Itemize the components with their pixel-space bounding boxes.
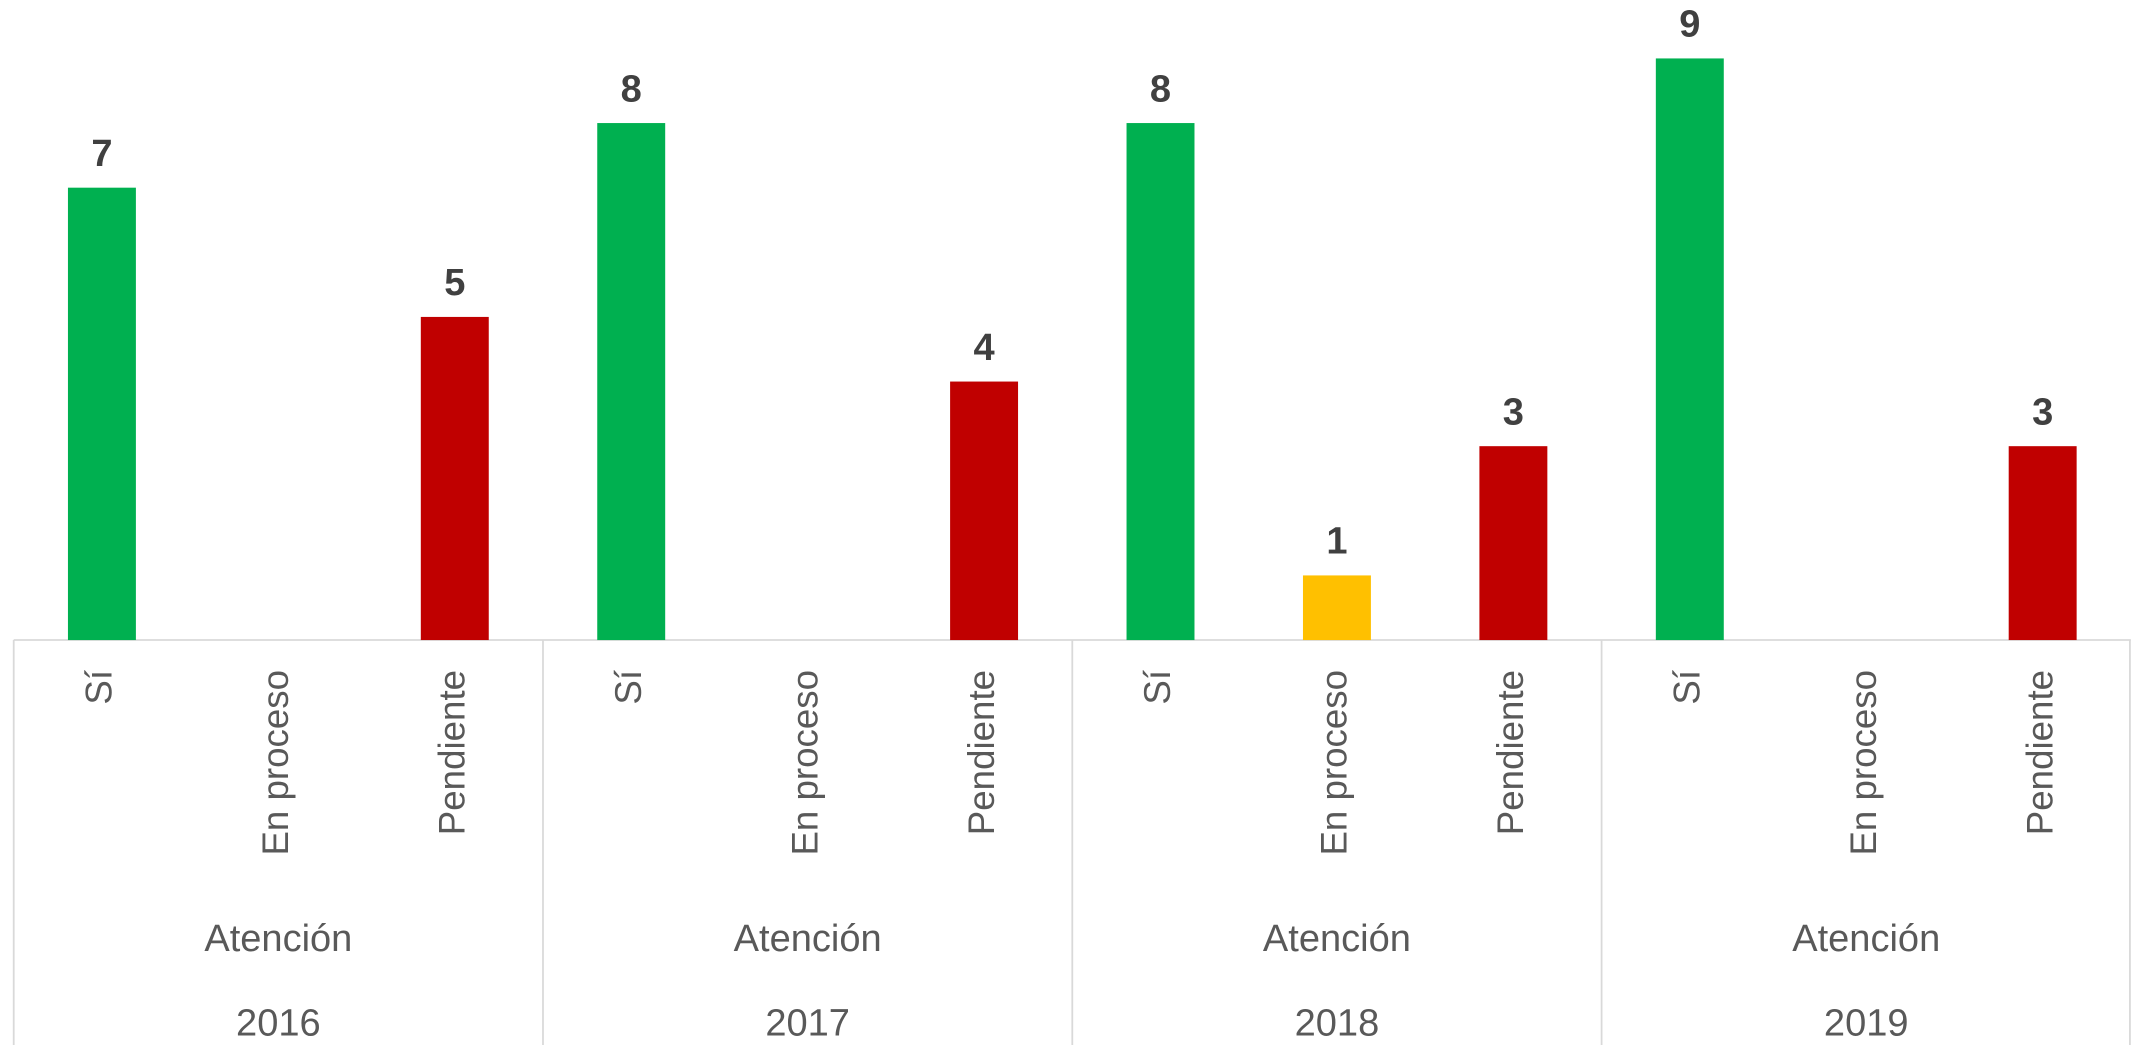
x-tick-label: En proceso bbox=[784, 670, 825, 856]
x-tick-label: Pendiente bbox=[1490, 670, 1531, 835]
x-tick-label: Pendiente bbox=[431, 670, 472, 835]
bar bbox=[597, 123, 666, 641]
x-tick-label: Sí bbox=[1137, 669, 1178, 704]
bar bbox=[2008, 446, 2077, 641]
x-tick-label: Sí bbox=[79, 669, 120, 704]
x-tick-label: Pendiente bbox=[2019, 670, 2060, 835]
year-label: 2017 bbox=[765, 1002, 850, 1044]
bar bbox=[420, 316, 489, 641]
x-tick-label: En proceso bbox=[1314, 670, 1355, 856]
x-tick-label: En proceso bbox=[1843, 670, 1884, 856]
group-label: Atención bbox=[204, 918, 352, 960]
data-label: 4 bbox=[974, 327, 995, 369]
x-tick-label: Pendiente bbox=[961, 670, 1002, 835]
group-label: Atención bbox=[1263, 918, 1411, 960]
data-label: 9 bbox=[1679, 4, 1700, 46]
data-label: 7 bbox=[91, 133, 112, 175]
x-tick-label: Sí bbox=[1666, 669, 1707, 704]
data-label: 8 bbox=[1150, 68, 1171, 110]
bar bbox=[1126, 123, 1195, 641]
data-label: 8 bbox=[621, 68, 642, 110]
year-label: 2018 bbox=[1295, 1002, 1380, 1044]
bar bbox=[1655, 58, 1724, 641]
data-label: 5 bbox=[444, 262, 465, 304]
bar bbox=[950, 381, 1019, 641]
data-label: 3 bbox=[2032, 391, 2053, 433]
year-label: 2019 bbox=[1824, 1002, 1909, 1044]
x-tick-label: Sí bbox=[608, 669, 649, 704]
x-tick-label: En proceso bbox=[255, 670, 296, 856]
bar bbox=[1479, 446, 1548, 641]
year-label: 2016 bbox=[236, 1002, 321, 1044]
bar bbox=[67, 187, 136, 641]
data-label: 3 bbox=[1503, 391, 1524, 433]
data-label: 1 bbox=[1326, 521, 1347, 563]
bar bbox=[1302, 575, 1371, 641]
group-label: Atención bbox=[734, 918, 882, 960]
group-label: Atención bbox=[1792, 918, 1940, 960]
